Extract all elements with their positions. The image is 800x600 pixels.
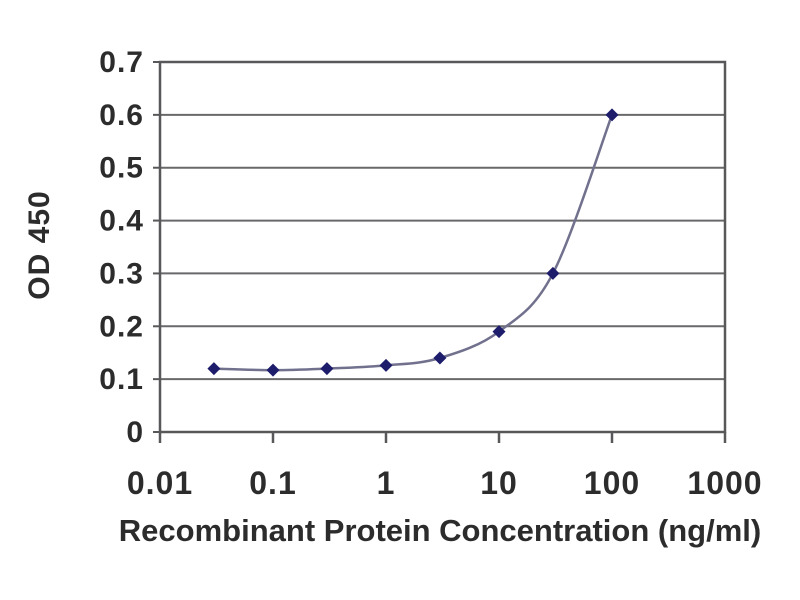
- series-line: [213, 114, 614, 372]
- y-tick-label: 0.2: [99, 310, 144, 343]
- data-point-marker: [266, 363, 280, 377]
- x-tick-label: 0.01: [127, 465, 193, 501]
- x-tick-label: 100: [584, 465, 640, 501]
- data-point-marker: [207, 362, 221, 376]
- y-tick-label: 0.4: [99, 205, 144, 238]
- x-tick-label: 10: [480, 465, 518, 501]
- y-tick-label: 0: [126, 416, 144, 449]
- data-point-marker: [433, 351, 447, 365]
- x-tick-label: 1000: [687, 465, 762, 501]
- y-tick-label: 0.1: [99, 363, 144, 396]
- data-point-marker: [379, 358, 393, 372]
- plot-frame: [158, 60, 727, 434]
- y-tick-label: 0.6: [99, 99, 144, 132]
- y-tick-label: 0.5: [99, 152, 144, 185]
- x-tick-label: 1: [377, 465, 396, 501]
- y-tick-label: 0.3: [99, 257, 144, 290]
- y-tick-label: 0.7: [99, 46, 144, 79]
- data-point-marker: [605, 108, 619, 122]
- data-point-marker: [492, 325, 506, 339]
- data-point-marker: [546, 266, 560, 280]
- y-axis-title: OD 450: [23, 190, 56, 300]
- x-tick-label: 0.1: [249, 465, 296, 501]
- data-point-marker: [320, 362, 334, 376]
- x-axis-title: Recombinant Protein Concentration (ng/ml…: [118, 513, 762, 548]
